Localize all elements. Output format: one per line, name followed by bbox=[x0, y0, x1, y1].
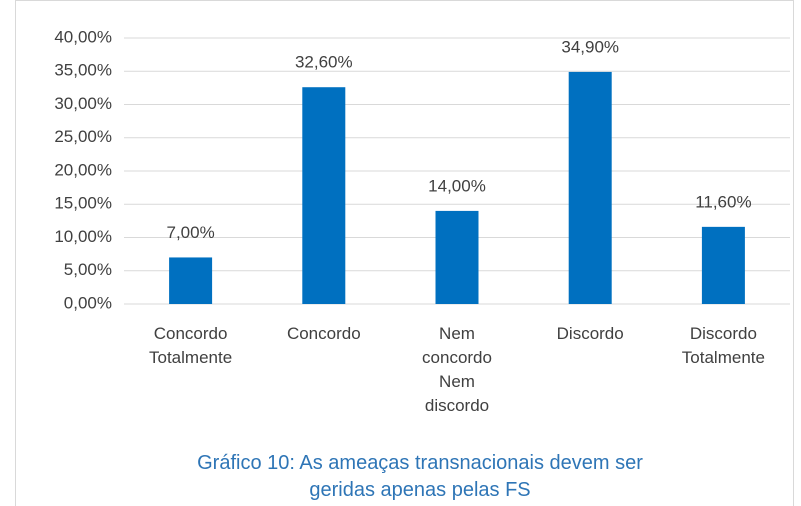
chart-title: Gráfico 10: As ameaças transnacionais de… bbox=[197, 452, 643, 501]
data-label: 14,00% bbox=[428, 176, 486, 195]
data-label: 32,60% bbox=[295, 53, 353, 72]
bar bbox=[169, 257, 213, 304]
chart-frame bbox=[15, 0, 794, 506]
bar bbox=[701, 226, 745, 304]
x-tick-label: Concordo Totalmente bbox=[149, 324, 233, 367]
y-tick-label: 10,00% bbox=[54, 227, 112, 246]
bar bbox=[435, 210, 479, 304]
y-tick-label: 35,00% bbox=[54, 61, 112, 80]
y-tick-label: 30,00% bbox=[54, 94, 112, 113]
y-tick-label: 25,00% bbox=[54, 127, 112, 146]
y-tick-label: 20,00% bbox=[54, 160, 112, 179]
x-tick-label: Concordo bbox=[286, 324, 361, 343]
bar bbox=[568, 71, 612, 304]
y-tick-label: 5,00% bbox=[64, 260, 112, 279]
data-label: 34,90% bbox=[561, 37, 619, 56]
x-tick-label: Discordo bbox=[556, 324, 624, 343]
bar bbox=[302, 87, 346, 305]
x-tick-label: Discordo Totalmente bbox=[681, 324, 765, 367]
data-label: 7,00% bbox=[166, 223, 214, 242]
x-tick-label: Nem concordo Nem discordo bbox=[422, 324, 492, 415]
y-tick-label: 40,00% bbox=[54, 27, 112, 46]
y-tick-label: 0,00% bbox=[64, 293, 112, 312]
y-tick-label: 15,00% bbox=[54, 194, 112, 213]
data-label: 11,60% bbox=[695, 192, 751, 211]
